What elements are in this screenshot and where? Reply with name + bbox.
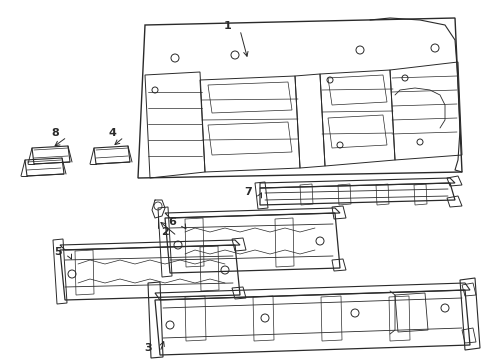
- Text: 5: 5: [54, 247, 61, 257]
- Text: 4: 4: [108, 128, 116, 138]
- Text: 2: 2: [161, 227, 168, 237]
- Text: 6: 6: [168, 217, 176, 227]
- Text: 1: 1: [224, 21, 231, 31]
- Text: 7: 7: [244, 187, 251, 197]
- Text: 8: 8: [51, 128, 59, 138]
- Text: 3: 3: [144, 343, 151, 353]
